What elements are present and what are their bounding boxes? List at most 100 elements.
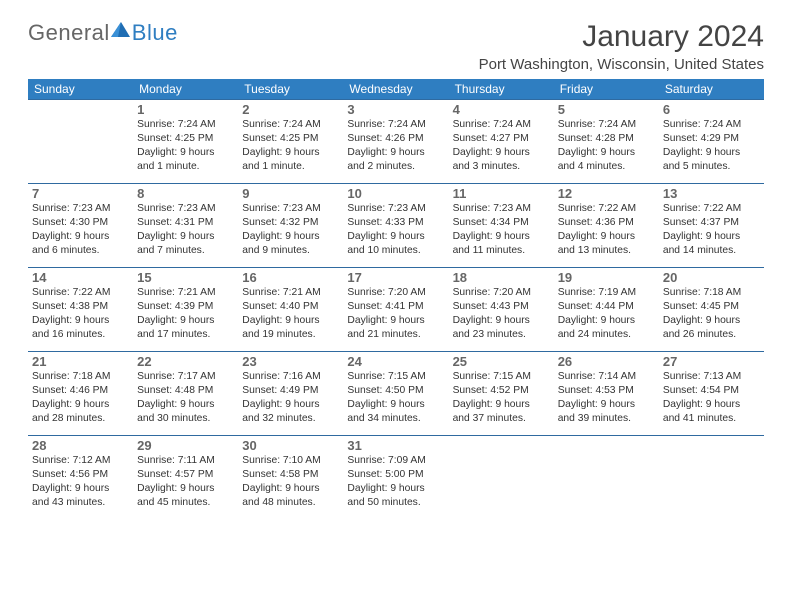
- sunset-line: Sunset: 4:58 PM: [242, 468, 339, 482]
- day-number: 12: [558, 186, 655, 201]
- day-number: 23: [242, 354, 339, 369]
- calendar-empty-cell: [28, 100, 133, 184]
- sunset-line: Sunset: 4:53 PM: [558, 384, 655, 398]
- calendar-day-cell: 11Sunrise: 7:23 AMSunset: 4:34 PMDayligh…: [449, 184, 554, 268]
- sunset-line: Sunset: 4:25 PM: [137, 132, 234, 146]
- sunrise-line: Sunrise: 7:24 AM: [558, 118, 655, 132]
- daylight-line: Daylight: 9 hours: [453, 146, 550, 160]
- calendar-thead: SundayMondayTuesdayWednesdayThursdayFrid…: [28, 79, 764, 100]
- day-number: 24: [347, 354, 444, 369]
- sunrise-line: Sunrise: 7:23 AM: [453, 202, 550, 216]
- daylight-line: and 19 minutes.: [242, 328, 339, 342]
- sunset-line: Sunset: 4:39 PM: [137, 300, 234, 314]
- brand-part2: Blue: [132, 20, 178, 46]
- sunset-line: Sunset: 4:56 PM: [32, 468, 129, 482]
- sunset-line: Sunset: 4:40 PM: [242, 300, 339, 314]
- calendar-day-cell: 13Sunrise: 7:22 AMSunset: 4:37 PMDayligh…: [659, 184, 764, 268]
- sunset-line: Sunset: 4:52 PM: [453, 384, 550, 398]
- calendar-week-row: 7Sunrise: 7:23 AMSunset: 4:30 PMDaylight…: [28, 184, 764, 268]
- daylight-line: and 37 minutes.: [453, 412, 550, 426]
- day-number: 17: [347, 270, 444, 285]
- sunrise-line: Sunrise: 7:17 AM: [137, 370, 234, 384]
- sunrise-line: Sunrise: 7:20 AM: [347, 286, 444, 300]
- daylight-line: Daylight: 9 hours: [453, 230, 550, 244]
- daylight-line: and 34 minutes.: [347, 412, 444, 426]
- calendar-day-cell: 12Sunrise: 7:22 AMSunset: 4:36 PMDayligh…: [554, 184, 659, 268]
- day-number: 19: [558, 270, 655, 285]
- day-number: 18: [453, 270, 550, 285]
- calendar-empty-cell: [554, 436, 659, 520]
- daylight-line: Daylight: 9 hours: [137, 482, 234, 496]
- daylight-line: and 16 minutes.: [32, 328, 129, 342]
- calendar-week-row: 28Sunrise: 7:12 AMSunset: 4:56 PMDayligh…: [28, 436, 764, 520]
- daylight-line: Daylight: 9 hours: [32, 314, 129, 328]
- weekday-header-row: SundayMondayTuesdayWednesdayThursdayFrid…: [28, 79, 764, 100]
- sunset-line: Sunset: 4:46 PM: [32, 384, 129, 398]
- sunset-line: Sunset: 4:45 PM: [663, 300, 760, 314]
- day-number: 11: [453, 186, 550, 201]
- sunrise-line: Sunrise: 7:22 AM: [558, 202, 655, 216]
- daylight-line: Daylight: 9 hours: [137, 146, 234, 160]
- day-number: 9: [242, 186, 339, 201]
- sunrise-line: Sunrise: 7:23 AM: [242, 202, 339, 216]
- daylight-line: and 1 minute.: [242, 160, 339, 174]
- sunrise-line: Sunrise: 7:20 AM: [453, 286, 550, 300]
- calendar-table: SundayMondayTuesdayWednesdayThursdayFrid…: [28, 79, 764, 520]
- daylight-line: Daylight: 9 hours: [347, 398, 444, 412]
- daylight-line: and 43 minutes.: [32, 496, 129, 510]
- daylight-line: and 32 minutes.: [242, 412, 339, 426]
- sunrise-line: Sunrise: 7:23 AM: [137, 202, 234, 216]
- daylight-line: and 30 minutes.: [137, 412, 234, 426]
- sunrise-line: Sunrise: 7:21 AM: [242, 286, 339, 300]
- calendar-day-cell: 15Sunrise: 7:21 AMSunset: 4:39 PMDayligh…: [133, 268, 238, 352]
- sunset-line: Sunset: 4:33 PM: [347, 216, 444, 230]
- sunset-line: Sunset: 4:34 PM: [453, 216, 550, 230]
- weekday-header: Thursday: [449, 79, 554, 100]
- sunrise-line: Sunrise: 7:09 AM: [347, 454, 444, 468]
- daylight-line: Daylight: 9 hours: [242, 146, 339, 160]
- day-number: 31: [347, 438, 444, 453]
- day-number: 8: [137, 186, 234, 201]
- daylight-line: Daylight: 9 hours: [347, 314, 444, 328]
- day-number: 7: [32, 186, 129, 201]
- day-number: 13: [663, 186, 760, 201]
- calendar-day-cell: 8Sunrise: 7:23 AMSunset: 4:31 PMDaylight…: [133, 184, 238, 268]
- calendar-empty-cell: [659, 436, 764, 520]
- calendar-day-cell: 7Sunrise: 7:23 AMSunset: 4:30 PMDaylight…: [28, 184, 133, 268]
- day-number: 28: [32, 438, 129, 453]
- day-number: 1: [137, 102, 234, 117]
- sunrise-line: Sunrise: 7:23 AM: [32, 202, 129, 216]
- daylight-line: Daylight: 9 hours: [242, 314, 339, 328]
- daylight-line: and 23 minutes.: [453, 328, 550, 342]
- daylight-line: Daylight: 9 hours: [558, 314, 655, 328]
- day-number: 21: [32, 354, 129, 369]
- daylight-line: Daylight: 9 hours: [137, 398, 234, 412]
- calendar-day-cell: 18Sunrise: 7:20 AMSunset: 4:43 PMDayligh…: [449, 268, 554, 352]
- daylight-line: and 14 minutes.: [663, 244, 760, 258]
- weekday-header: Monday: [133, 79, 238, 100]
- calendar-day-cell: 10Sunrise: 7:23 AMSunset: 4:33 PMDayligh…: [343, 184, 448, 268]
- day-number: 30: [242, 438, 339, 453]
- daylight-line: and 17 minutes.: [137, 328, 234, 342]
- sunrise-line: Sunrise: 7:22 AM: [32, 286, 129, 300]
- daylight-line: Daylight: 9 hours: [242, 398, 339, 412]
- sunrise-line: Sunrise: 7:18 AM: [32, 370, 129, 384]
- weekday-header: Sunday: [28, 79, 133, 100]
- calendar-day-cell: 23Sunrise: 7:16 AMSunset: 4:49 PMDayligh…: [238, 352, 343, 436]
- sunrise-line: Sunrise: 7:24 AM: [453, 118, 550, 132]
- sunrise-line: Sunrise: 7:19 AM: [558, 286, 655, 300]
- title-block: January 2024 Port Washington, Wisconsin,…: [479, 20, 764, 73]
- daylight-line: and 9 minutes.: [242, 244, 339, 258]
- daylight-line: and 39 minutes.: [558, 412, 655, 426]
- sunset-line: Sunset: 4:28 PM: [558, 132, 655, 146]
- sunrise-line: Sunrise: 7:24 AM: [347, 118, 444, 132]
- daylight-line: and 7 minutes.: [137, 244, 234, 258]
- day-number: 15: [137, 270, 234, 285]
- sunset-line: Sunset: 5:00 PM: [347, 468, 444, 482]
- sunset-line: Sunset: 4:54 PM: [663, 384, 760, 398]
- daylight-line: and 4 minutes.: [558, 160, 655, 174]
- day-number: 14: [32, 270, 129, 285]
- brand-mark-icon: [110, 20, 132, 46]
- calendar-week-row: 14Sunrise: 7:22 AMSunset: 4:38 PMDayligh…: [28, 268, 764, 352]
- calendar-day-cell: 9Sunrise: 7:23 AMSunset: 4:32 PMDaylight…: [238, 184, 343, 268]
